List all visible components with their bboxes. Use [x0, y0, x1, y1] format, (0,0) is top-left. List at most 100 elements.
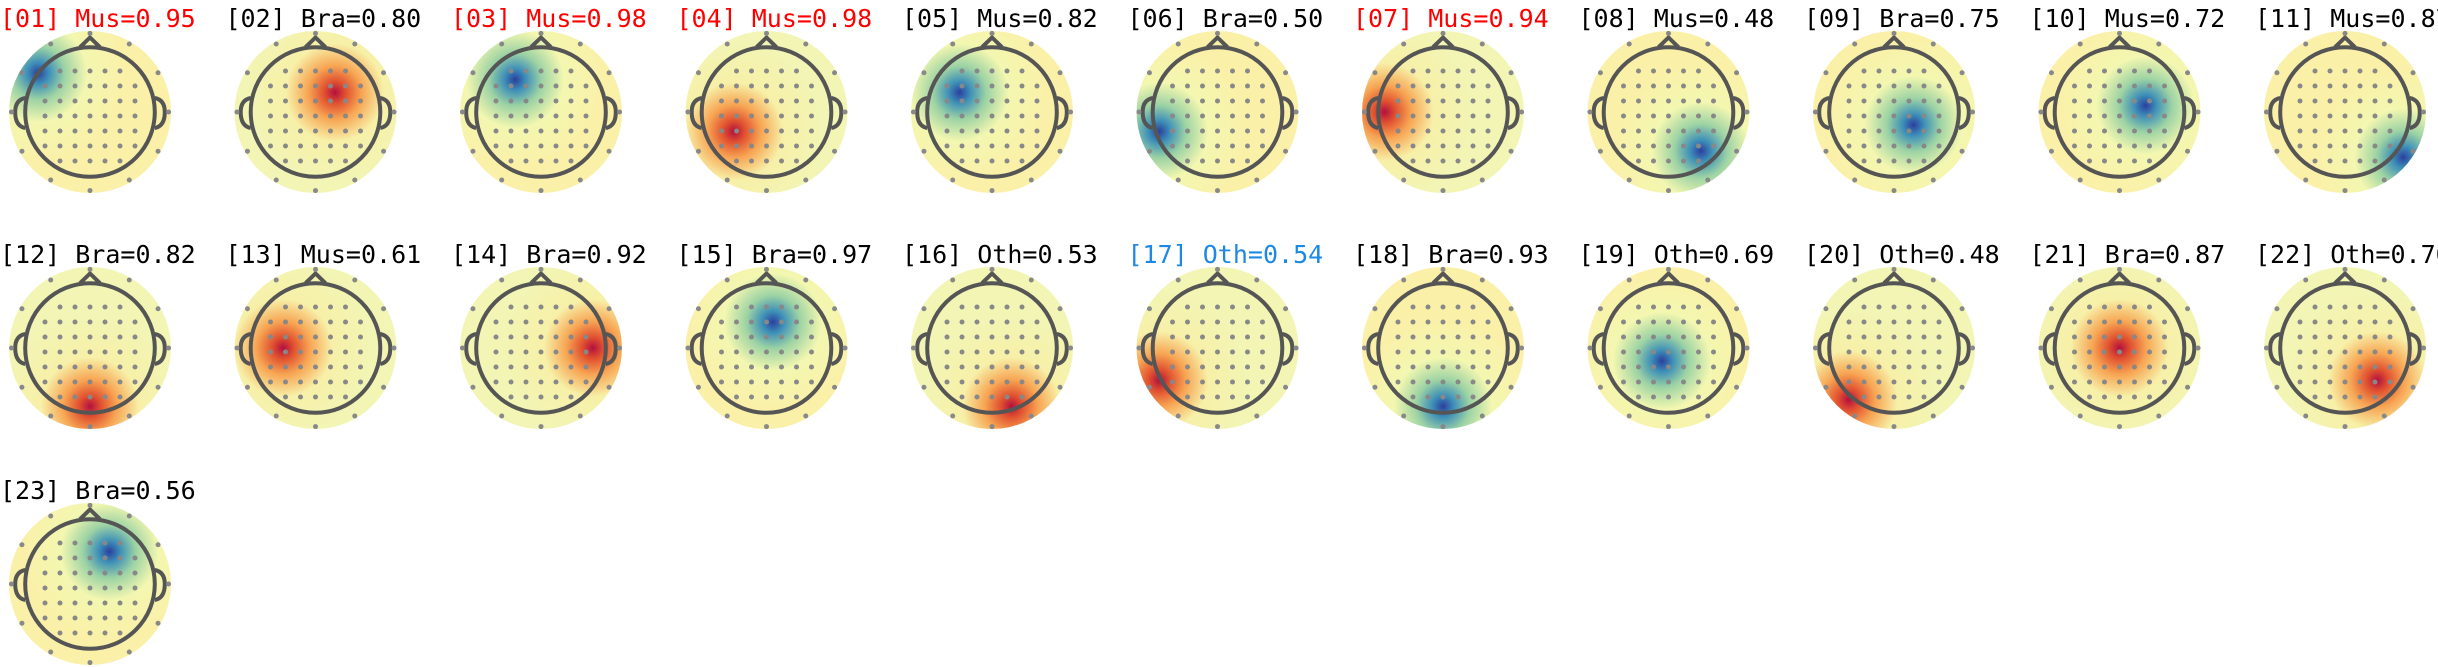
- sensor: [508, 304, 514, 310]
- sensor: [1681, 394, 1686, 400]
- sensor: [132, 98, 138, 104]
- sensor: [2303, 413, 2309, 419]
- sensor: [102, 555, 108, 561]
- sensor: [2312, 113, 2318, 119]
- sensor: [1666, 188, 1671, 194]
- sensor: [2162, 319, 2167, 325]
- sensor: [832, 384, 838, 390]
- sensor: [974, 379, 980, 385]
- sensor: [538, 364, 544, 370]
- sensor: [102, 68, 108, 74]
- sensor: [1891, 379, 1897, 385]
- topomap: [2038, 31, 2201, 193]
- sensor: [959, 98, 965, 104]
- sensor: [794, 83, 799, 89]
- sensor: [2387, 334, 2393, 340]
- sensor: [1921, 394, 1927, 400]
- sensor: [244, 148, 250, 154]
- sensor: [1906, 158, 1912, 164]
- sensor: [538, 158, 544, 164]
- ear-left: [1140, 96, 1154, 130]
- sensor: [568, 394, 574, 400]
- sensor: [1470, 68, 1476, 74]
- sensor: [2132, 68, 2137, 74]
- sensor: [283, 113, 288, 119]
- sensor: [1401, 413, 1407, 419]
- sensor: [1230, 364, 1235, 370]
- ear-right: [2409, 332, 2422, 366]
- sensor: [568, 364, 574, 370]
- sensor: [2156, 177, 2162, 183]
- sensor: [1906, 319, 1912, 325]
- sensor: [2102, 143, 2107, 149]
- sensor: [583, 334, 589, 340]
- sensor: [2185, 148, 2191, 154]
- sensor: [87, 83, 93, 89]
- sensor: [499, 277, 505, 283]
- sensor: [2147, 349, 2152, 355]
- sensor: [2132, 349, 2137, 355]
- sensor: [1440, 98, 1446, 104]
- head: [1150, 281, 1285, 415]
- sensor: [538, 394, 544, 400]
- sensor: [1425, 128, 1431, 134]
- sensor: [117, 334, 123, 340]
- sensor: [2274, 306, 2280, 312]
- topomap: [2264, 267, 2426, 429]
- sensor: [2185, 306, 2191, 312]
- sensor: [1034, 98, 1040, 104]
- sensor: [117, 555, 123, 561]
- sensor: [42, 555, 48, 561]
- sensor: [42, 615, 48, 621]
- sensor: [1681, 349, 1686, 355]
- sensor: [358, 128, 363, 134]
- sensor: [57, 585, 63, 591]
- sensor: [724, 177, 730, 183]
- sensor: [48, 41, 54, 47]
- sensor: [155, 384, 161, 390]
- sensor: [2327, 68, 2333, 74]
- sensor: [1185, 319, 1190, 325]
- sensor: [2372, 143, 2378, 149]
- sensor: [1034, 349, 1040, 355]
- sensor: [2087, 128, 2092, 134]
- sensor: [1136, 345, 1142, 351]
- sensor: [1410, 113, 1416, 119]
- sensor: [87, 615, 93, 621]
- sensor: [2372, 304, 2378, 310]
- sensor: [87, 349, 93, 355]
- sensor: [794, 364, 799, 370]
- sensor: [1170, 128, 1175, 134]
- sensor: [1891, 304, 1897, 310]
- sensor: [2048, 70, 2054, 76]
- sensor: [1230, 304, 1235, 310]
- sensor: [87, 424, 93, 430]
- sensor: [155, 620, 161, 626]
- ear-right: [830, 96, 844, 130]
- sensor: [989, 364, 995, 370]
- sensor: [764, 98, 769, 104]
- sensor: [1891, 113, 1897, 119]
- sensor: [1936, 143, 1942, 149]
- sensor: [2162, 98, 2167, 104]
- sensor: [2372, 113, 2378, 119]
- sensor: [1215, 349, 1220, 355]
- sensor: [2410, 148, 2416, 154]
- sensor: [1651, 334, 1656, 340]
- sensor: [577, 277, 583, 283]
- sensor: [1823, 384, 1829, 390]
- sensor: [1921, 113, 1927, 119]
- sensor: [2303, 177, 2309, 183]
- sensor: [1621, 113, 1626, 119]
- sensor: [2410, 384, 2416, 390]
- sensor: [132, 600, 138, 606]
- sensor: [1401, 277, 1407, 283]
- component-label: [13] Mus=0.61: [226, 240, 422, 269]
- sensor: [358, 334, 363, 340]
- sensor: [734, 379, 739, 385]
- sensor: [1215, 424, 1220, 430]
- topomap: [1362, 31, 1524, 193]
- sensor: [48, 413, 54, 419]
- sensor: [1470, 364, 1476, 370]
- sensor: [1215, 394, 1220, 400]
